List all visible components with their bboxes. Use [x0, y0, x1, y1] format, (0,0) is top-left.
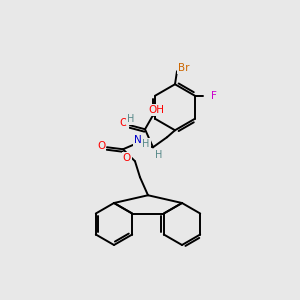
Text: H: H [127, 114, 135, 124]
Text: OH: OH [148, 105, 164, 115]
Text: N: N [134, 135, 142, 145]
Text: O: O [123, 153, 131, 163]
Text: O: O [97, 141, 105, 151]
Text: Br: Br [178, 63, 190, 73]
Text: H: H [155, 150, 163, 160]
Text: F: F [211, 91, 217, 101]
Text: H: H [142, 139, 150, 149]
Text: O: O [120, 118, 128, 128]
